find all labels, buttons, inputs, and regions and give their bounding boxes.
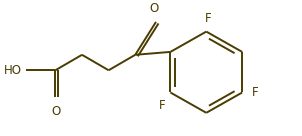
Text: F: F (205, 12, 212, 25)
Text: O: O (52, 105, 61, 118)
Text: F: F (252, 86, 259, 99)
Text: F: F (159, 99, 166, 112)
Text: HO: HO (4, 64, 22, 77)
Text: O: O (149, 2, 159, 15)
